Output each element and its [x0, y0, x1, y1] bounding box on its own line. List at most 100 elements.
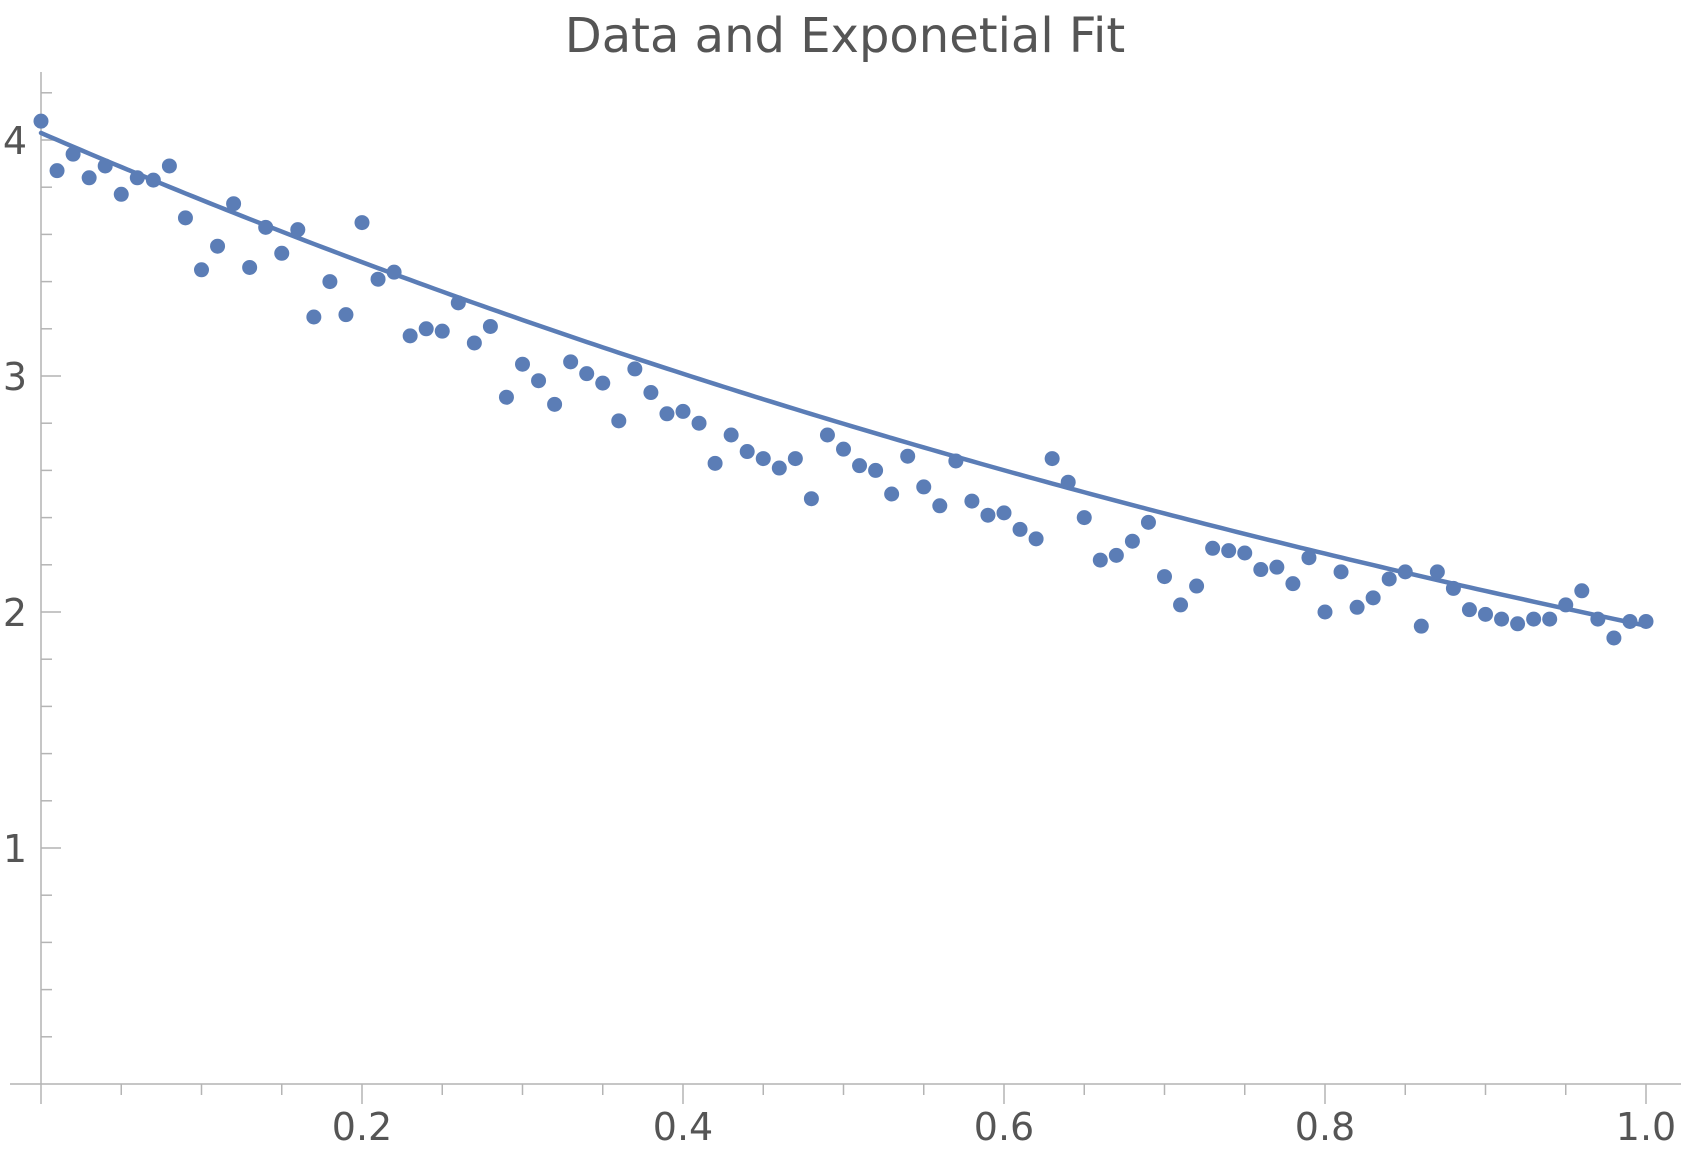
tick-labels: 0.2 0.4 0.6 0.8 1.0 1 2 3 4 [3, 119, 1676, 1149]
data-point [836, 441, 851, 457]
data-point [1108, 547, 1124, 563]
data-point [1012, 521, 1028, 537]
data-point [1189, 578, 1205, 594]
data-point [1060, 474, 1076, 490]
data-point [1349, 599, 1365, 615]
data-point [1429, 564, 1445, 580]
data-point [755, 451, 771, 467]
data-point [563, 354, 579, 370]
data-point [1301, 550, 1317, 566]
data-point [803, 491, 819, 507]
data-point [1285, 576, 1301, 592]
data-point [579, 366, 595, 382]
data-point [1478, 606, 1493, 622]
y-tick-label: 3 [3, 355, 27, 399]
data-point [1237, 545, 1253, 561]
data-point [723, 427, 739, 443]
data-point [884, 486, 900, 502]
data-point [787, 451, 803, 467]
data-point [129, 170, 145, 186]
data-point [1413, 618, 1429, 634]
x-tick-label: 0.6 [974, 1105, 1034, 1149]
data-point [354, 215, 370, 231]
data-point [338, 307, 354, 323]
data-point [1124, 533, 1140, 549]
data-point [65, 146, 81, 162]
data-point [691, 415, 707, 431]
data-point [932, 498, 948, 514]
data-point [274, 245, 290, 261]
data-point [852, 458, 868, 474]
data-point [1606, 630, 1622, 646]
data-point [194, 262, 209, 278]
data-point [1205, 540, 1221, 556]
data-point [1542, 611, 1558, 627]
data-point [980, 507, 996, 523]
data-point [1445, 580, 1461, 596]
data-point [1092, 552, 1108, 568]
data-point [996, 505, 1012, 521]
data-point [1590, 611, 1606, 627]
data-point [643, 385, 659, 401]
axes [10, 72, 1681, 1085]
data-point [1317, 604, 1333, 620]
data-point [1333, 564, 1349, 580]
data-point [948, 453, 964, 469]
data-point [145, 172, 161, 188]
data-point [675, 403, 691, 419]
data-point [595, 375, 611, 391]
y-tick-label: 2 [3, 591, 27, 635]
data-point [611, 413, 627, 429]
data-point [1397, 564, 1413, 580]
data-point [1494, 611, 1510, 627]
data-point [1638, 613, 1654, 629]
data-point [627, 361, 643, 377]
data-points [33, 113, 1654, 646]
data-point [707, 455, 723, 471]
y-tick-label: 4 [3, 119, 27, 163]
data-point [1140, 514, 1156, 530]
data-point [868, 462, 884, 478]
chart-title: Data and Exponetial Fit [565, 8, 1125, 64]
data-point [1461, 602, 1477, 618]
data-point [1365, 590, 1381, 606]
data-point [1044, 451, 1060, 467]
data-point [659, 406, 675, 422]
data-point [739, 444, 755, 460]
data-point [547, 396, 563, 412]
data-point [1381, 571, 1397, 587]
x-tick-label: 0.4 [653, 1105, 713, 1149]
data-point [1157, 569, 1172, 585]
data-point [482, 318, 498, 334]
data-point [1253, 562, 1269, 578]
data-point [1574, 583, 1590, 599]
data-point [1076, 510, 1092, 526]
x-tick-label: 1.0 [1616, 1105, 1676, 1149]
data-point [450, 295, 466, 311]
data-point [370, 271, 386, 287]
data-point [1526, 611, 1542, 627]
data-point [418, 321, 434, 337]
data-point [515, 356, 530, 372]
data-point [771, 460, 787, 476]
data-point [531, 373, 547, 389]
data-point [306, 309, 322, 325]
data-point [386, 264, 402, 280]
data-point [81, 170, 97, 186]
data-point [916, 479, 932, 495]
data-point [258, 219, 274, 235]
data-point [1173, 597, 1189, 613]
data-point [322, 274, 338, 290]
data-point [1221, 543, 1237, 559]
data-point [177, 210, 193, 226]
data-point [97, 158, 113, 174]
data-point [161, 158, 177, 174]
data-point [290, 222, 306, 238]
data-point [1028, 531, 1044, 547]
data-point [1558, 597, 1574, 613]
data-point [49, 163, 65, 179]
x-tick-label: 0.8 [1295, 1105, 1355, 1149]
data-point [1269, 559, 1285, 575]
data-point [819, 427, 835, 443]
